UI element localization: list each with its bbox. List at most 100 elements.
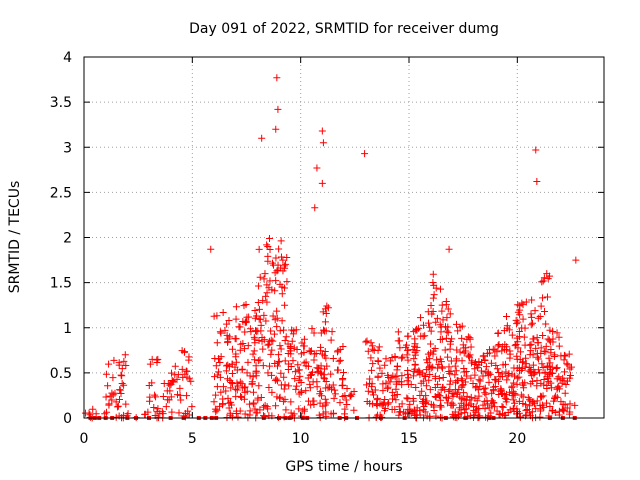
data-point xyxy=(533,353,541,361)
data-point xyxy=(277,345,285,353)
data-point xyxy=(321,375,329,383)
data-point xyxy=(302,362,310,370)
data-point xyxy=(122,362,130,370)
data-point xyxy=(477,367,485,375)
y-tick-label: 2.5 xyxy=(50,185,72,201)
data-point xyxy=(398,400,406,408)
data-point xyxy=(540,348,548,356)
data-point xyxy=(324,304,332,312)
data-point xyxy=(244,358,252,366)
data-point xyxy=(561,389,569,397)
x-tick-label: 5 xyxy=(188,431,197,447)
data-point xyxy=(543,381,551,389)
data-point xyxy=(331,390,339,398)
data-point xyxy=(437,396,445,404)
data-point xyxy=(429,363,437,371)
data-point xyxy=(325,383,333,391)
data-point xyxy=(234,413,242,421)
data-point xyxy=(572,256,580,264)
data-point xyxy=(494,329,502,337)
data-point xyxy=(222,367,230,375)
data-point xyxy=(108,396,116,404)
data-point xyxy=(171,362,179,370)
data-point xyxy=(369,400,377,408)
data-point xyxy=(321,318,329,326)
data-point xyxy=(363,381,371,389)
data-point xyxy=(527,310,535,318)
data-point xyxy=(169,377,177,385)
data-point xyxy=(213,339,221,347)
data-point xyxy=(491,383,499,391)
data-point xyxy=(266,246,274,254)
x-axis-label: GPS time / hours xyxy=(285,459,402,475)
data-point xyxy=(176,391,184,399)
data-point xyxy=(106,392,114,400)
data-point xyxy=(543,270,551,278)
data-point xyxy=(393,390,401,398)
data-point xyxy=(490,399,498,407)
data-point xyxy=(425,376,433,384)
data-point xyxy=(391,373,399,381)
data-point xyxy=(327,370,335,378)
data-point xyxy=(321,395,329,403)
data-point xyxy=(224,335,232,343)
data-point xyxy=(255,245,263,253)
data-point xyxy=(308,371,316,379)
data-point xyxy=(251,405,259,413)
data-point xyxy=(252,362,260,370)
data-point xyxy=(481,384,489,392)
data-point xyxy=(251,307,259,315)
data-point xyxy=(263,289,271,297)
data-point xyxy=(300,348,308,356)
x-tick-label: 15 xyxy=(400,431,418,447)
data-point xyxy=(244,342,252,350)
data-point xyxy=(312,349,320,357)
data-point xyxy=(350,406,358,414)
data-point xyxy=(115,359,123,367)
data-point xyxy=(273,74,281,82)
data-point xyxy=(283,278,291,286)
data-point xyxy=(527,397,535,405)
data-point xyxy=(174,371,182,379)
data-point xyxy=(284,365,292,373)
data-point xyxy=(259,297,267,305)
data-point xyxy=(212,391,220,399)
data-point xyxy=(224,361,232,369)
data-point xyxy=(561,368,569,376)
data-point xyxy=(241,410,249,418)
data-point xyxy=(536,405,544,413)
data-point xyxy=(546,366,554,374)
data-point xyxy=(291,375,299,383)
data-point xyxy=(422,382,430,390)
data-point xyxy=(267,327,275,335)
data-point xyxy=(282,260,290,268)
data-point xyxy=(266,277,274,285)
data-point xyxy=(463,372,471,380)
data-point xyxy=(266,362,274,370)
data-point xyxy=(429,307,437,315)
data-point xyxy=(263,241,271,249)
data-point xyxy=(236,407,244,415)
data-point xyxy=(560,407,568,415)
data-point xyxy=(223,320,231,328)
data-point xyxy=(549,335,557,343)
data-point xyxy=(388,395,396,403)
data-point xyxy=(392,396,400,404)
data-point xyxy=(216,358,224,366)
data-point xyxy=(499,389,507,397)
data-point xyxy=(516,302,524,310)
y-tick-label: 0 xyxy=(63,411,72,427)
data-point xyxy=(298,339,306,347)
data-point xyxy=(526,351,534,359)
data-point xyxy=(296,372,304,380)
data-point xyxy=(116,396,124,404)
data-point xyxy=(495,368,503,376)
data-point xyxy=(318,350,326,358)
data-point xyxy=(219,383,227,391)
data-point xyxy=(466,351,474,359)
data-point xyxy=(334,366,342,374)
data-point xyxy=(364,387,372,395)
data-point xyxy=(434,380,442,388)
data-point xyxy=(503,376,511,384)
